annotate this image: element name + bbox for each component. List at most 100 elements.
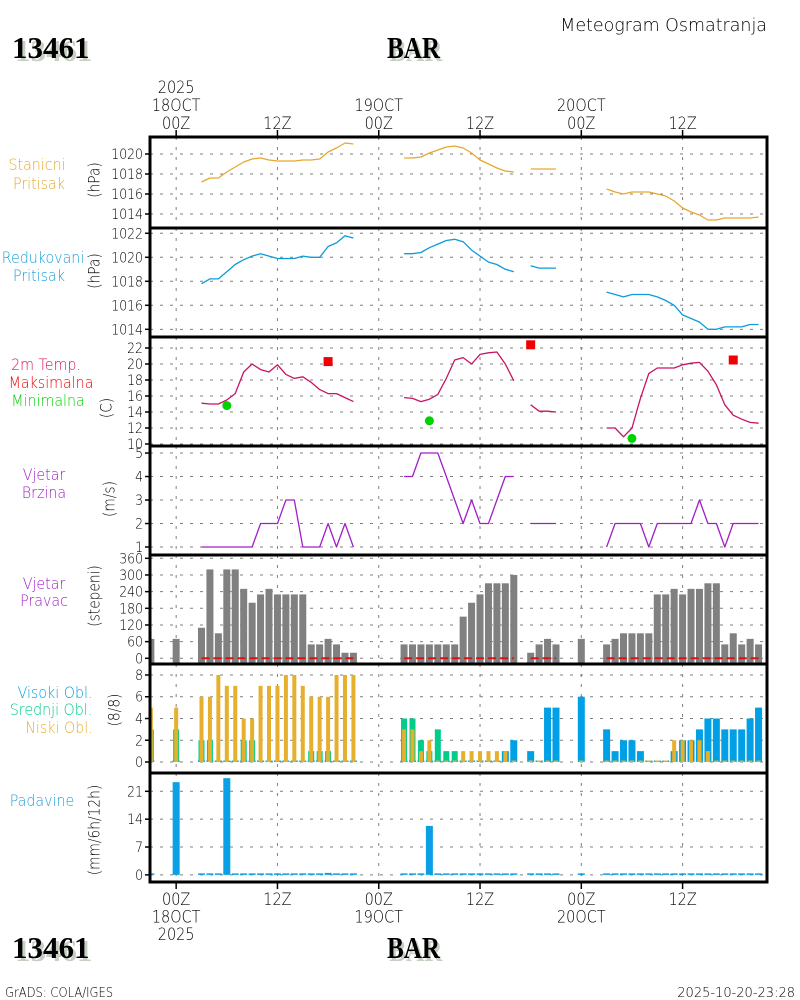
y-tick-label: 21 (127, 785, 143, 801)
cloud-low-bar (233, 685, 238, 763)
precipitation-bar (459, 873, 467, 875)
y-tick-label-group: 4 (135, 712, 143, 728)
cloud-low-bar (207, 696, 212, 763)
y-tick-label: 1 (135, 540, 143, 556)
header: 13461 13461 BAR BAR Meteogram Osmatranja (12, 16, 767, 69)
y-tick-label-group: 16 (127, 389, 143, 405)
y-tick-label: 1014 (111, 207, 143, 223)
precipitation-bar (316, 873, 324, 875)
cloud-high-bar (577, 696, 585, 763)
wind-direction-bar (240, 588, 248, 664)
grid (150, 446, 767, 555)
y-tick-label-group: 3 (135, 493, 143, 509)
cloud-low-bar (629, 760, 634, 763)
precipitation-bar (493, 873, 501, 875)
series-line-wind-speed (404, 452, 514, 525)
cloud-low-bar (174, 707, 179, 763)
cloud-high-bar (510, 740, 518, 763)
plot-area (150, 569, 763, 664)
cloud-mid-bar (443, 751, 450, 763)
station-id-shadow: 13461 (15, 33, 93, 68)
wind-direction-bar (544, 638, 552, 664)
wind-direction-bar (417, 644, 425, 664)
wind-direction-bar (172, 638, 180, 664)
precipitation-bar (257, 873, 265, 875)
cloud-high-bar (603, 729, 611, 763)
time-tick-label: 19OCT (354, 906, 403, 926)
precipitation-bar (434, 873, 442, 875)
y-axis-unit: (m/s) (100, 481, 119, 517)
y-tick-label: 0 (135, 755, 143, 771)
cloud-low-bar (326, 696, 331, 763)
time-tick-label: 19OCT (354, 95, 403, 115)
series-line-temperature (530, 404, 557, 413)
cloud-low-bar (258, 685, 263, 763)
timestamp-group: 2025-10-20-23:28 (677, 986, 795, 1000)
precipitation-bar (729, 873, 737, 875)
y-tick-label: 1014 (111, 323, 143, 339)
precipitation-bar (299, 873, 307, 875)
cloud-low-bar (537, 760, 542, 763)
precipitation-bar (341, 873, 349, 875)
time-tick-label: 12Z (263, 113, 291, 133)
cloud-low-bar (613, 760, 618, 763)
panel-label-group: Pritisak (13, 174, 65, 193)
y-tick-label: 300 (119, 568, 143, 584)
time-tick-label-group: 19OCT (354, 906, 403, 926)
y-axis-unit-group: (hPa) (85, 162, 104, 198)
precipitation-bar (307, 873, 315, 875)
cloud-low-bar (705, 751, 710, 763)
wind-direction-bar (662, 594, 670, 664)
y-axis-unit: (8/8) (105, 694, 124, 727)
cloud-high-bar (746, 718, 754, 763)
cloud-high-bar (636, 751, 644, 763)
temp-max-marker (728, 355, 738, 365)
y-tick-label-group: 1022 (111, 227, 143, 243)
wind-direction-bar (324, 638, 332, 664)
wind-direction-bar (214, 633, 222, 664)
footer-station-name: BAR (387, 932, 441, 966)
y-tick-label: 180 (119, 602, 143, 618)
precipitation-bar (265, 873, 273, 875)
y-axis-unit: (C) (97, 398, 116, 418)
precipitation-bar (240, 873, 248, 875)
panel-clouds: 0 2 4 6 8 Visoki Obl.Srednji Obl.Niski Obl. (8… (10, 662, 769, 775)
y-tick-label: 3 (135, 493, 143, 509)
y-tick-label-group: 14 (127, 813, 143, 829)
y-tick-label-group: 0 (135, 652, 143, 668)
cloud-low-bar (646, 760, 651, 763)
wind-direction-bar (451, 644, 459, 664)
plot-area (201, 235, 759, 330)
plot-area (201, 340, 759, 443)
time-tick-label: 18OCT (152, 906, 201, 926)
panel-frame (148, 771, 769, 884)
precipitation-bar (603, 873, 611, 875)
generation-timestamp: 2025-10-20-23:28 (677, 986, 795, 1000)
station-name-group: BAR BAR (387, 32, 443, 69)
precipitation-bar (695, 873, 703, 875)
cloud-low-bar (621, 760, 626, 763)
temp-min-marker (627, 433, 637, 443)
cloud-low-bar (503, 751, 508, 763)
cloud-low-bar (756, 760, 761, 763)
precipitation-bar (349, 873, 357, 875)
precipitation-bar (282, 873, 290, 875)
time-tick-label: 00Z (567, 889, 595, 909)
panel-label-group: 2m Temp. (11, 355, 81, 374)
precipitation-bar (417, 873, 425, 875)
wind-direction-bar (273, 594, 281, 664)
wind-direction-bar (299, 594, 307, 664)
wind-direction-bar (223, 569, 231, 664)
y-axis-unit: (hPa) (85, 253, 104, 289)
panel-label-group: Vjetar (23, 465, 66, 484)
y-tick-label: 8 (135, 668, 143, 684)
precipitation-bar (645, 873, 653, 875)
panel-label-group: Maksimalna (9, 373, 94, 392)
precipitation-bar (679, 873, 687, 875)
cloud-low-bar (317, 696, 322, 763)
wind-direction-bar (670, 588, 678, 664)
y-tick-label-group: 20 (127, 357, 143, 373)
y-tick-label-group: 18 (127, 373, 143, 389)
y-tick-label: 360 (119, 552, 143, 568)
wind-direction-bar (738, 644, 746, 664)
